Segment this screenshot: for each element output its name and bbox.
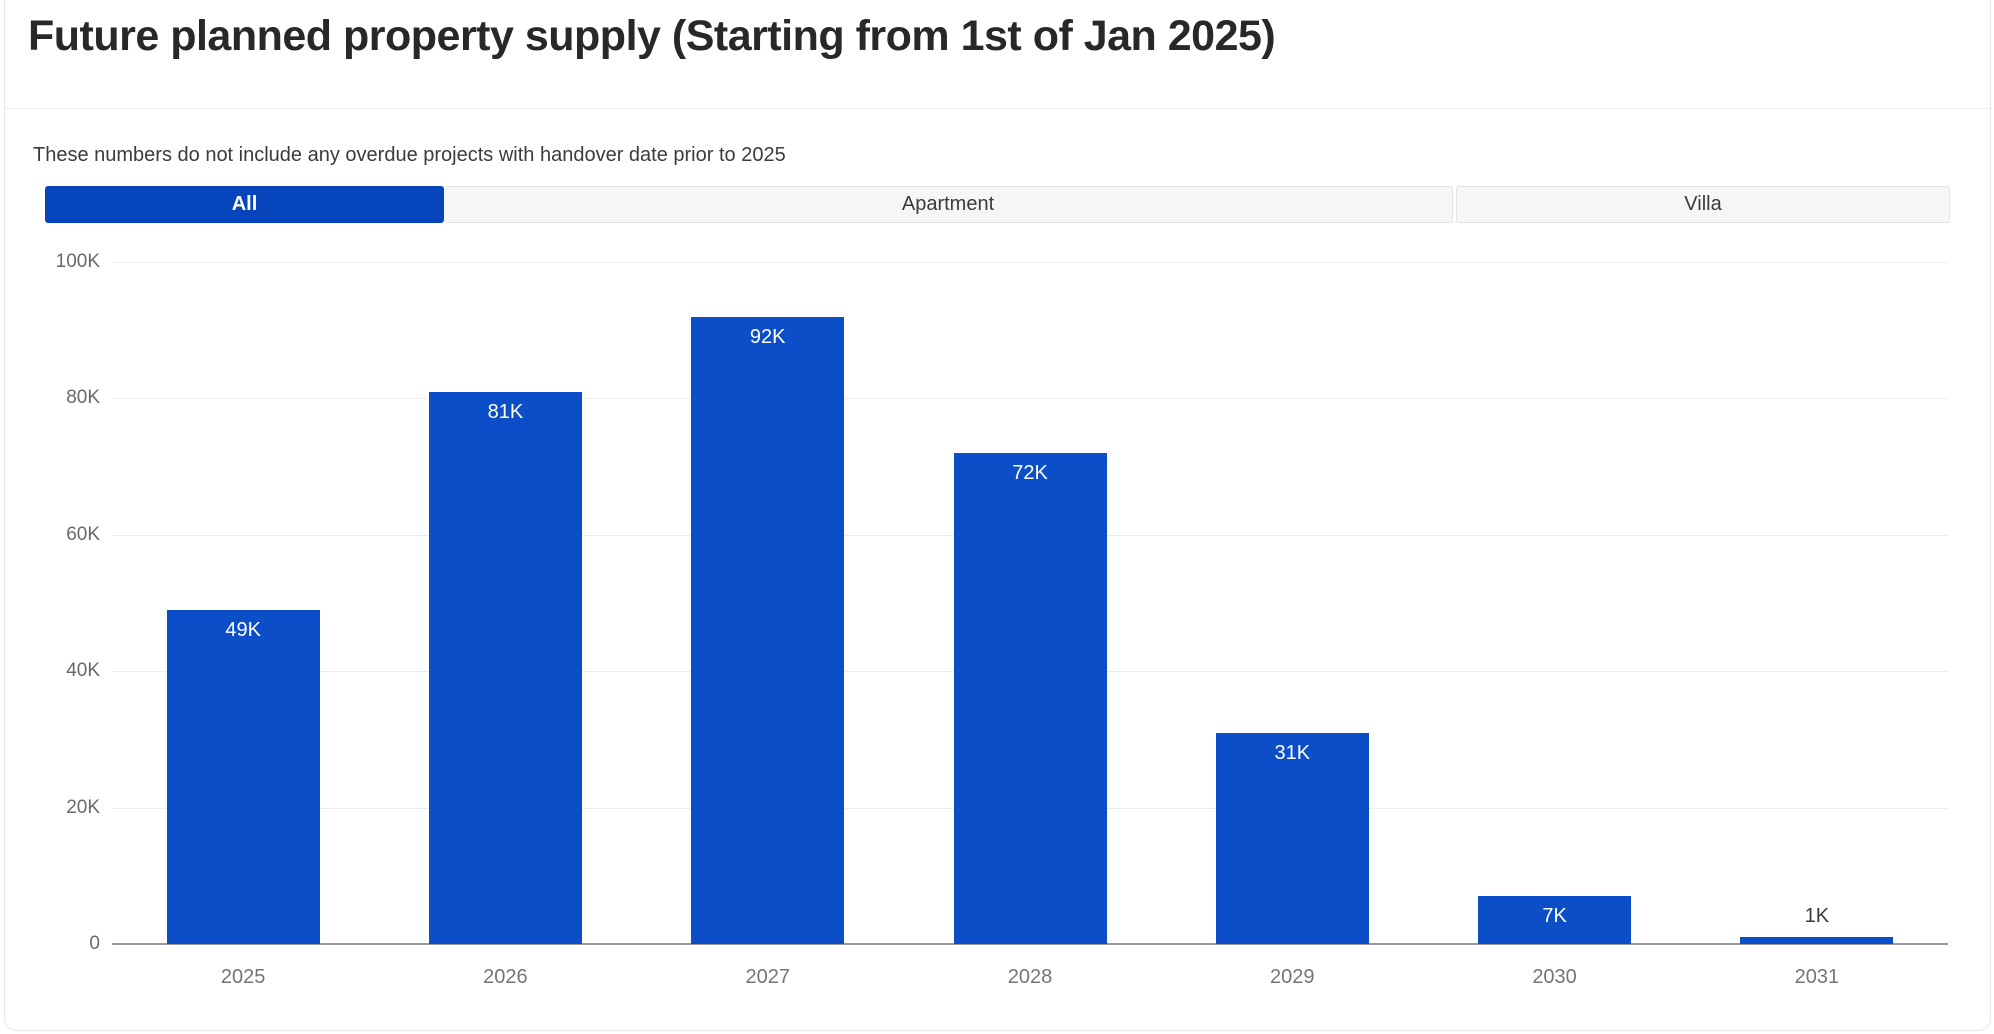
tab-all[interactable]: All	[45, 186, 444, 223]
x-axis-tick-label: 2030	[1532, 966, 1577, 988]
page-title: Future planned property supply (Starting…	[28, 12, 1276, 60]
chart-subtitle-note: These numbers do not include any overdue…	[33, 144, 786, 166]
bar-2025[interactable]	[166, 609, 320, 944]
bar-value-label: 1K	[1804, 905, 1830, 928]
y-axis-tick-label: 60K	[66, 523, 100, 545]
title-divider	[5, 108, 1990, 109]
tab-apartment[interactable]: Apartment	[444, 186, 1453, 223]
x-axis-tick-label: 2026	[483, 966, 528, 988]
bar-2029[interactable]	[1215, 732, 1369, 944]
bar-2027[interactable]	[691, 316, 845, 944]
property-type-tabs: All Apartment Villa	[45, 186, 1950, 223]
y-axis-tick-label: 100K	[55, 251, 100, 272]
y-axis-tick-label: 0	[89, 933, 100, 954]
x-axis-tick-label: 2027	[745, 966, 790, 988]
bar-2028[interactable]	[953, 452, 1107, 944]
y-axis-tick-label: 80K	[66, 387, 100, 409]
y-gridline	[112, 262, 1948, 263]
x-axis-tick-label: 2031	[1794, 966, 1840, 988]
tab-villa[interactable]: Villa	[1456, 186, 1950, 223]
y-axis-tick-label: 40K	[66, 660, 100, 682]
y-gridline	[112, 398, 1948, 400]
x-axis-tick-label: 2029	[1270, 966, 1315, 988]
bar-2026[interactable]	[428, 391, 582, 944]
x-axis-tick-label: 2028	[1007, 966, 1053, 988]
x-axis-tick-label: 2025	[220, 966, 266, 988]
y-axis-tick-label: 20K	[66, 796, 100, 818]
bar-2031[interactable]	[1740, 937, 1894, 944]
bar-2030[interactable]	[1478, 896, 1632, 944]
